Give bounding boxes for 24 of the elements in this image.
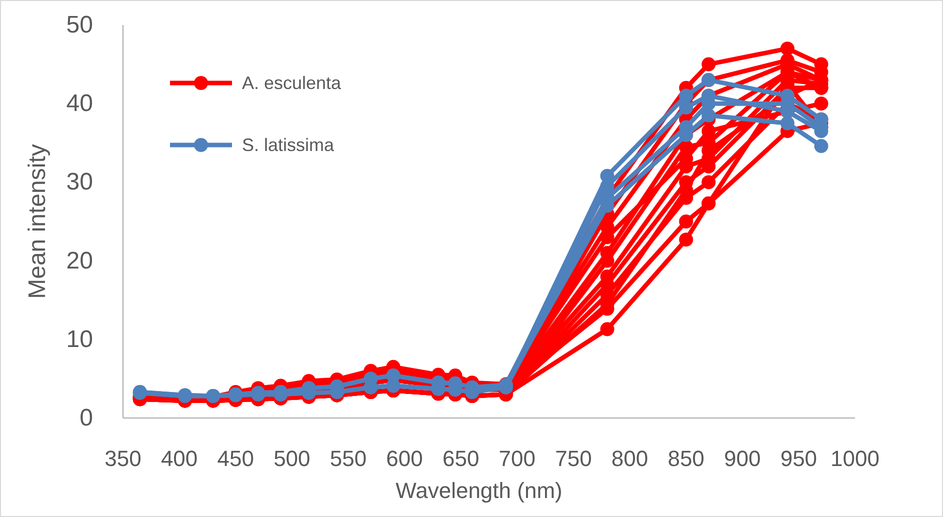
x-tick-label: 550 xyxy=(330,446,367,471)
x-tick-label: 350 xyxy=(104,446,142,471)
y-tick-label: 0 xyxy=(80,404,93,432)
y-axis-title: Mean intensity xyxy=(24,144,51,299)
y-tick-label: 10 xyxy=(66,326,93,353)
x-tick-label: 650 xyxy=(442,446,480,471)
y-tick-label: 40 xyxy=(66,90,93,118)
y-tick-label: 50 xyxy=(66,12,93,38)
x-tick-label: 1000 xyxy=(830,446,880,471)
x-tick-label: 700 xyxy=(498,446,536,471)
x-tick-label: 950 xyxy=(780,446,818,471)
x-tick-label: 800 xyxy=(611,446,648,471)
x-tick-label: 900 xyxy=(724,446,761,471)
x-tick-label: 400 xyxy=(160,446,198,471)
y-tick-label: 20 xyxy=(66,247,93,274)
x-tick-label: 450 xyxy=(217,446,254,471)
x-axis-title: Wavelength (nm) xyxy=(396,478,562,503)
x-tick-label: 850 xyxy=(668,446,704,471)
x-tick-label: 750 xyxy=(555,446,592,471)
y-tick-label: 30 xyxy=(66,168,93,196)
legend-label: A. esculenta xyxy=(242,73,342,93)
legend-label: S. latissima xyxy=(242,135,336,155)
x-tick-label: 500 xyxy=(274,446,310,471)
x-tick-label: 600 xyxy=(386,446,423,471)
